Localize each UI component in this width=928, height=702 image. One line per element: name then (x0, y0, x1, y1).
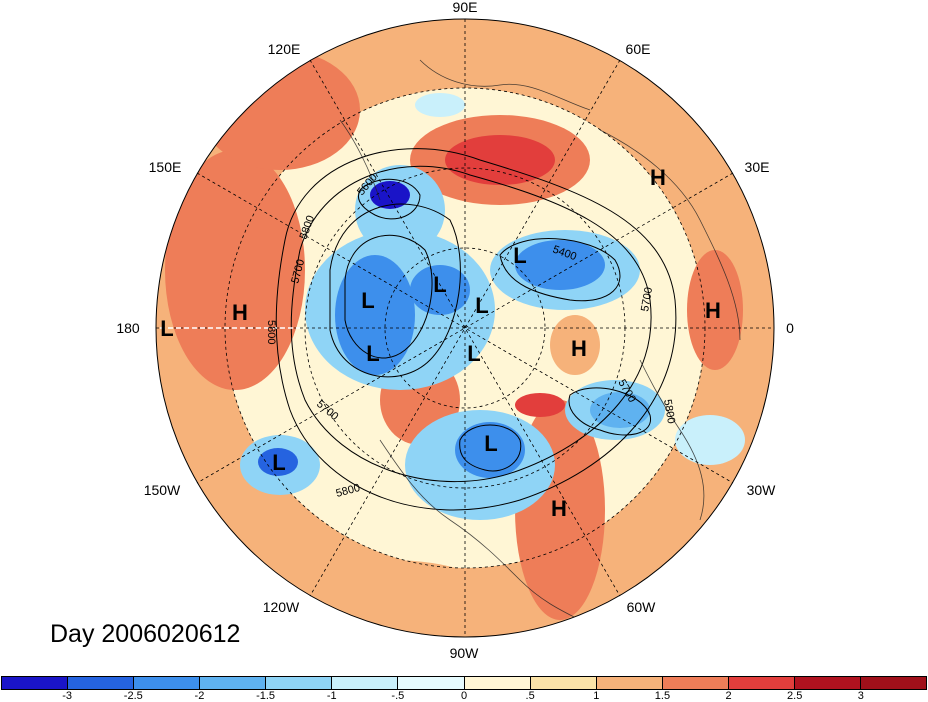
colorbar-swatch (68, 677, 135, 689)
pressure-system-markers: H L H L L L L L L H L H L L H (160, 165, 721, 521)
low-marker: L (160, 316, 173, 341)
colorbar-tick-label: 1.5 (654, 690, 671, 702)
colorbar-swatch (2, 677, 69, 689)
longitude-labels: 90E 60E 120E 150E 30E 180 0 150W 30W 120… (116, 0, 794, 661)
colorbar-tick-label: -.5 (391, 690, 405, 702)
colorbar-swatch (728, 677, 795, 689)
polar-stereographic-map: 90E 60E 120E 150E 30E 180 0 150W 30W 120… (116, 0, 794, 661)
lon-90e: 90E (453, 0, 478, 15)
lon-60w: 60W (627, 599, 657, 615)
high-marker: H (705, 298, 721, 323)
colorbar (1, 676, 927, 690)
lon-90w: 90W (450, 645, 480, 661)
colorbar-tick-label: 2 (725, 690, 732, 702)
colorbar-swatch (464, 677, 531, 689)
colorbar-tick-label: 3 (857, 690, 864, 702)
lon-150e: 150E (149, 159, 182, 175)
lon-150w: 150W (144, 482, 181, 498)
colorbar-swatch (134, 677, 201, 689)
colorbar-tick-label: -1 (326, 690, 337, 702)
high-marker: H (232, 300, 248, 325)
colorbar-swatch (200, 677, 267, 689)
low-marker: L (272, 450, 285, 475)
colorbar-tick-label: 2.5 (787, 690, 803, 702)
colorbar-swatch (266, 677, 333, 689)
colorbar-tick-label: -2 (194, 690, 205, 702)
colorbar-tick-label: .5 (525, 690, 535, 702)
colorbar-tick-label: -2.5 (123, 690, 143, 702)
colorbar-swatch (861, 677, 927, 689)
colorbar-ticks: -3 -2.5 -2 -1.5 -1 -.5 0 .5 1 1.5 2 2.5 3 (0, 690, 928, 702)
colorbar-swatch (794, 677, 862, 689)
colorbar-tick-label: 0 (460, 690, 468, 702)
high-marker: H (571, 336, 587, 361)
high-marker: H (650, 165, 666, 190)
lon-30w: 30W (747, 482, 777, 498)
colorbar-swatch (596, 677, 663, 689)
colorbar-swatch (530, 677, 597, 689)
contour-label: 5800 (265, 320, 277, 344)
lon-0: 0 (786, 320, 794, 336)
low-marker: L (433, 272, 446, 297)
lon-120w: 120W (263, 599, 300, 615)
low-marker: L (467, 341, 480, 366)
low-marker: L (475, 293, 488, 318)
lon-30e: 30E (745, 159, 770, 175)
high-marker: H (551, 496, 567, 521)
date-title: Day 2006020612 (50, 620, 241, 648)
contour-label: 5800 (661, 398, 677, 424)
low-marker: L (513, 243, 526, 268)
colorbar-tick-label: -1.5 (256, 690, 276, 702)
lon-120e: 120E (268, 41, 301, 57)
lon-180: 180 (116, 320, 140, 336)
height-contours (275, 148, 677, 511)
contour-label: 5700 (639, 286, 655, 312)
colorbar-swatch (332, 677, 399, 689)
lon-60e: 60E (626, 41, 651, 57)
low-marker: L (484, 431, 497, 456)
coastlines (339, 59, 741, 621)
colorbar-tick-label: -3 (62, 690, 73, 702)
low-marker: L (366, 341, 379, 366)
colorbar-swatch (398, 677, 465, 689)
low-marker: L (361, 288, 374, 313)
colorbar-swatch (662, 677, 729, 689)
colorbar-tick-label: 1 (593, 690, 600, 702)
